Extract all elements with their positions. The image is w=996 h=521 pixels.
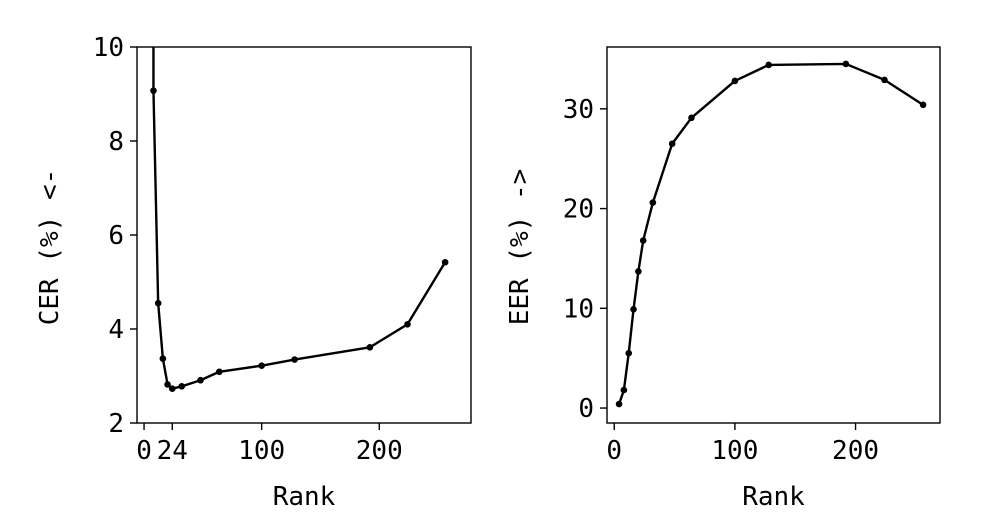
cer-data-point xyxy=(150,87,157,95)
eer-data-point xyxy=(731,77,739,85)
eer-data-point xyxy=(625,349,633,357)
eer-data-point xyxy=(688,114,695,122)
eer-x-tick-label: 0 xyxy=(606,436,622,466)
eer-x-axis-label: Rank xyxy=(742,482,805,512)
eer-data-point xyxy=(615,400,623,408)
eer-data-point xyxy=(620,386,628,394)
eer-y-tick-label: 30 xyxy=(563,95,594,125)
cer-data-point xyxy=(366,344,374,351)
cer-y-tick-label: 8 xyxy=(108,127,124,157)
eer-plot-frame xyxy=(606,46,941,424)
cer-y-tick-label: 6 xyxy=(108,221,124,251)
eer-data-point xyxy=(649,199,657,206)
cer-x-tick-label: 100 xyxy=(238,436,285,466)
cer-data-point xyxy=(159,355,167,362)
eer-y-tick-label: 0 xyxy=(578,394,594,424)
eer-data-point xyxy=(630,306,637,313)
eer-y-tick-label: 10 xyxy=(563,294,594,324)
eer-data-point xyxy=(919,101,927,109)
cer-x-tick-label: 0 xyxy=(136,436,152,466)
eer-data-point xyxy=(842,60,850,68)
cer-data-point xyxy=(404,321,411,328)
cer-data-point xyxy=(168,385,176,392)
eer-data-point xyxy=(635,268,642,275)
cer-y-tick-label: 2 xyxy=(108,409,124,439)
eer-panel: 0 100 200 0 10 20 30 Rank EER (%) -> xyxy=(505,46,941,512)
cer-data-point xyxy=(258,362,265,369)
cer-y-axis-label: CER (%) <- xyxy=(35,169,65,326)
eer-x-tick-label: 200 xyxy=(832,436,879,466)
eer-data-point xyxy=(765,61,772,69)
eer-data-point xyxy=(881,76,888,84)
eer-x-tick-label: 100 xyxy=(711,436,758,466)
cer-data-point xyxy=(164,381,171,388)
cer-data-point xyxy=(178,383,185,390)
cer-series-line xyxy=(152,47,447,390)
eer-data-point xyxy=(668,140,676,148)
cer-data-point xyxy=(154,299,162,307)
cer-data-point xyxy=(441,258,449,266)
cer-data-point xyxy=(216,368,223,376)
cer-x-tick-label: 200 xyxy=(356,436,403,466)
cer-x-tick-label: 24 xyxy=(157,436,188,466)
cer-y-tick-label: 10 xyxy=(93,33,124,63)
cer-x-axis-label: Rank xyxy=(273,482,336,512)
eer-data-point xyxy=(639,237,647,244)
cer-y-tick-label: 4 xyxy=(108,315,124,345)
eer-y-axis-label: EER (%) -> xyxy=(505,169,535,326)
eer-y-tick-label: 20 xyxy=(563,195,594,225)
cer-data-point xyxy=(197,376,204,384)
cer-plot-frame xyxy=(136,46,472,424)
eer-series-line xyxy=(617,62,924,405)
cer-data-point xyxy=(291,356,298,363)
